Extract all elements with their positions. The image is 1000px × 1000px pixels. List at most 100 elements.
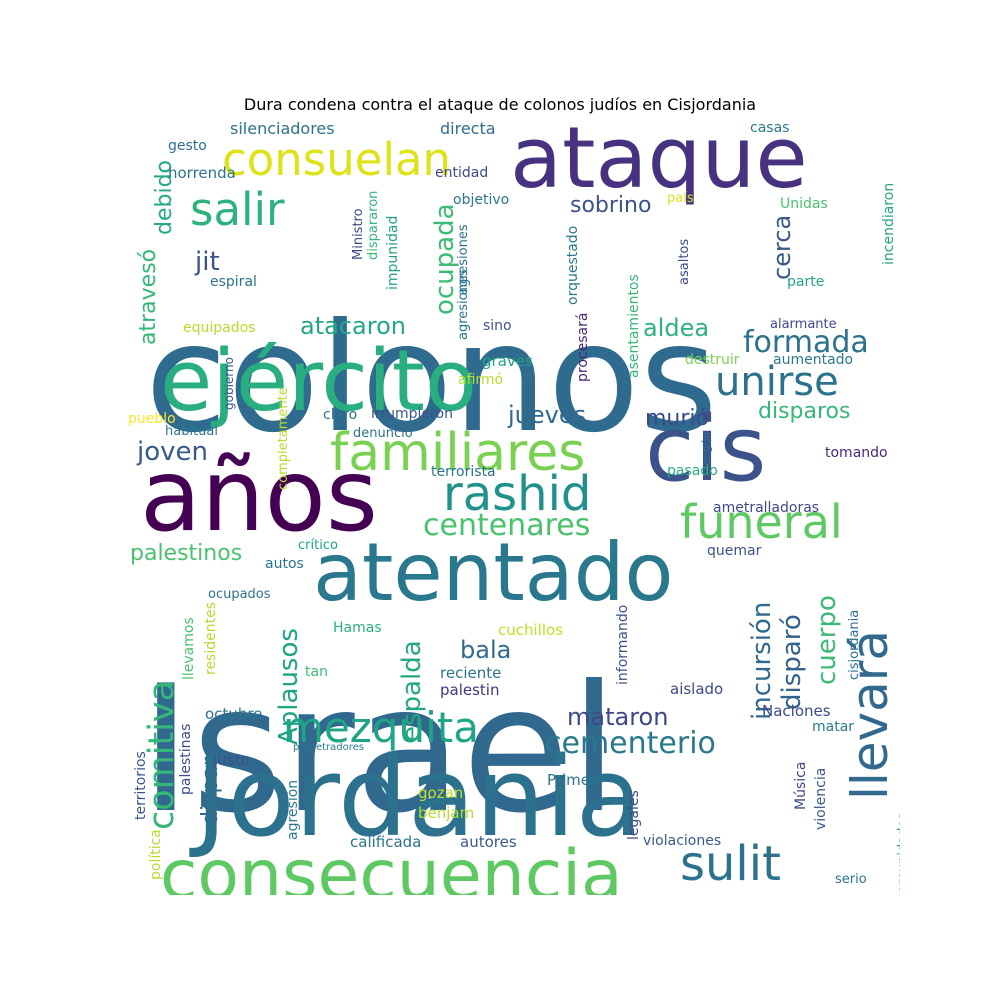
word-atentado-7: atentado	[313, 526, 673, 619]
word-dispararon-93: dispararon	[366, 191, 381, 260]
word-murio-31: murió	[645, 406, 709, 431]
word-calificada-88: calificada	[350, 833, 421, 851]
word-comunidades-105: comunidades	[896, 813, 900, 895]
word-violencia-107: violencia	[813, 768, 829, 830]
word-orquestado-96: orquestado	[565, 226, 581, 305]
word-objetivo-49: objetivo	[453, 192, 509, 208]
word-incursion-25: incursión	[747, 602, 777, 720]
word-llevamos-112: llevamos	[181, 617, 197, 680]
word-consuelan-12: consuelan	[222, 133, 451, 186]
word-gobierno-102: gobierno	[222, 357, 236, 410]
word-politica-115: política	[148, 829, 164, 880]
word-jit-38: jit	[194, 247, 220, 277]
word-tomando-68: tomando	[825, 445, 888, 461]
word-perpetradores-83: perpetradores	[293, 742, 364, 753]
word-comitiva-16: comitiva	[142, 680, 182, 830]
word-impunidad-94: impunidad	[385, 216, 401, 290]
word-aplausos-23: Aplausos	[274, 628, 304, 745]
word-casas-45: casas	[750, 120, 789, 136]
word-pasado-67: pasado	[667, 463, 718, 479]
word-denuncio-65: denunció	[353, 426, 413, 441]
word-matar-82: matar	[812, 719, 854, 735]
word-irrumpieron-64: irrumpieron	[371, 406, 453, 422]
word-completamente-101: completamente	[276, 387, 291, 490]
word-palestin-78: palestin	[440, 681, 499, 699]
word-alarmante-54: alarmante	[770, 317, 837, 332]
word-critico-71: crítico	[298, 538, 338, 553]
word-disparar-42: disparar	[198, 733, 223, 825]
word-quemar-70: quemar	[707, 543, 762, 559]
word-cisjordania-106: cisjordania	[847, 610, 862, 680]
word-debido-37: debido	[152, 160, 177, 235]
word-palestinos-28: palestinos	[130, 541, 242, 566]
word-unirse-15: unirse	[715, 359, 839, 405]
word-tan-76: tan	[305, 664, 328, 680]
word-israel-1: Israel	[140, 649, 618, 852]
word-octubre-80: octubre	[205, 705, 262, 723]
word-cloud: colonos Israel Jordania ejército ataque años c…	[125, 120, 900, 895]
word-sobrino-35: sobrino	[570, 193, 651, 218]
word-agresion-116: agresión	[285, 780, 301, 840]
word-silenciadores-43: silenciadores	[230, 120, 335, 138]
word-jueves-30: jueves	[507, 401, 586, 429]
word-terrorista-66: terrorista	[431, 464, 496, 480]
word-informando-110: informando	[615, 605, 631, 685]
word-afirmo-60: afirmó	[458, 372, 503, 388]
word-segun-103: según	[700, 432, 713, 465]
word-destruir-57: destruir	[685, 352, 740, 368]
word-ejercito-3: ejército	[160, 332, 477, 431]
word-violaciones-90: violaciones	[643, 833, 721, 849]
chart-title: Dura condena contra el ataque de colonos…	[243, 95, 757, 114]
word-ametralladoras-69: ametralladoras	[713, 500, 819, 516]
word-asaltos-98: asaltos	[677, 239, 692, 285]
word-rashid-10: rashid	[443, 466, 591, 522]
word-equipados-55: equipados	[183, 320, 255, 336]
word-reciente-77: reciente	[440, 664, 501, 682]
word-graves-59: graves	[482, 352, 533, 370]
word-justo-84: justo	[212, 751, 250, 769]
word-ataque-4: ataque	[510, 120, 808, 208]
word-ocupados-73: ocupados	[208, 587, 271, 602]
word-sino-56: sino	[483, 318, 512, 334]
word-salir-14: salir	[190, 183, 285, 236]
word-cis-6: cis	[645, 397, 766, 502]
word-horrenda-47: horrenda	[168, 164, 236, 182]
word-ministro-92: Ministro	[351, 208, 366, 260]
word-cuerpo-27: cuerpo	[812, 595, 842, 685]
word-aislado-79: aislado	[670, 680, 723, 698]
word-colonos-0: colonos	[145, 292, 718, 466]
word-aldea-33: aldea	[643, 314, 709, 342]
word-agresiones-95: agresiones	[456, 224, 471, 295]
word-claro-63: claro	[323, 407, 357, 423]
word-bala-40: bala	[460, 636, 511, 664]
word-residentes-111: residentes	[203, 602, 219, 675]
word-naciones-81: Naciones	[762, 702, 831, 720]
word-formada-21: formada	[743, 325, 869, 360]
word-mataron-41: mataron	[567, 703, 668, 731]
word-atraveso-39: atravesó	[136, 249, 161, 345]
word-entidad-48: entidad	[435, 165, 488, 181]
word-autos-72: autos	[265, 556, 304, 572]
word-pais-50: país	[667, 191, 694, 206]
word-disparo-26: disparó	[777, 614, 807, 710]
word-asentamientos-99: asentamientos	[626, 274, 642, 378]
word-gozan-86: gozan	[418, 784, 463, 802]
word-serio-91: serio	[835, 872, 867, 887]
word-cerca-36: cerca	[768, 215, 796, 280]
word-espalda-24: espalda	[397, 640, 427, 742]
word-anos-5: años	[140, 437, 378, 554]
word-pueblo-61: pueblo	[128, 411, 176, 427]
word-territorios-114: territorios	[133, 751, 149, 820]
word-parte-53: parte	[787, 274, 824, 290]
word-atacaron-34: atacaron	[300, 312, 406, 340]
word-incendiaron-104: incendiaron	[881, 183, 897, 265]
word-aumentado-58: aumentado	[773, 352, 853, 368]
word-mezquita-13: mezquita	[283, 703, 479, 752]
word-joven-29: joven	[136, 437, 208, 467]
word-cuchillos-75: cuchillos	[498, 621, 563, 639]
word-cementerio-20: cementerio	[545, 726, 716, 761]
word-ocupada-22: ocupada	[430, 203, 460, 315]
word-centenares-19: centenares	[423, 508, 590, 543]
word-disparos-32: disparos	[758, 399, 850, 424]
